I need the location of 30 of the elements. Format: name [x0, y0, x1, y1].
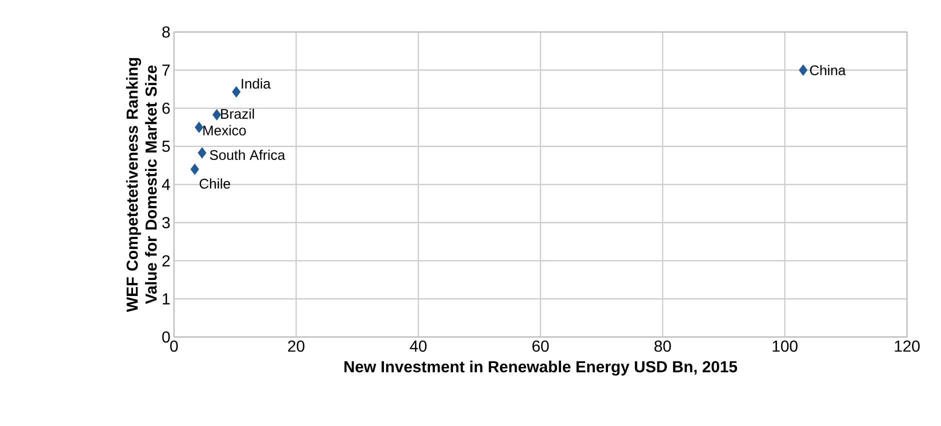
y-tick-label: 7: [162, 64, 170, 76]
y-tick-label: 5: [162, 140, 170, 152]
x-tick-label: 120: [894, 340, 920, 352]
x-tick-label: 40: [410, 340, 427, 352]
annotation: Mexico: [203, 125, 246, 136]
y-tick-label: 3: [162, 216, 170, 228]
annotation: Brazil: [221, 108, 254, 119]
y-tick-label: 4: [162, 179, 170, 190]
y-tick-label: 0: [162, 331, 170, 343]
annotation: India: [242, 78, 271, 89]
x-tick-label: 60: [532, 340, 549, 352]
annotation: Chile: [200, 178, 230, 189]
y-axis-title: WEF Competetetiveness Ranking Value for Domestic Market Size: [126, 58, 157, 312]
point: [798, 64, 808, 76]
y-tick-label: 6: [162, 102, 170, 114]
point: [212, 109, 222, 120]
point: [194, 122, 204, 133]
point: [232, 86, 241, 98]
x-tick-label: 80: [654, 340, 671, 352]
y-tick-label: 8: [162, 26, 170, 38]
y-tick-label: 1: [162, 293, 170, 304]
point: [198, 147, 206, 159]
point: [190, 164, 200, 175]
x-tick-label: 100: [772, 340, 798, 352]
x-axis-title: New Investment in Renewable Energy USD Bn, 2015: [344, 360, 738, 376]
y-tick-label: 2: [162, 255, 170, 266]
x-tick-label: 0: [170, 340, 178, 352]
annotation: China: [810, 65, 846, 76]
annotation: South Africa: [210, 150, 286, 160]
x-tick-label: 20: [288, 340, 304, 352]
